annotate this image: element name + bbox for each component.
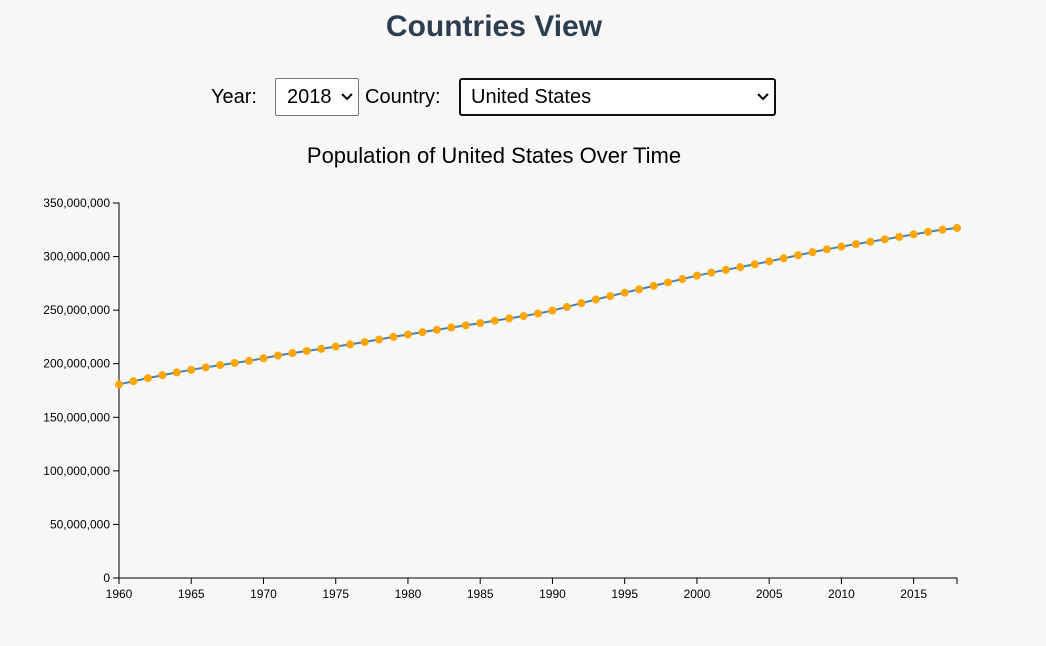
data-point bbox=[245, 356, 254, 365]
y-tick-label: 350,000,000 bbox=[43, 196, 110, 210]
data-point bbox=[620, 288, 629, 297]
data-point bbox=[331, 342, 340, 351]
x-tick-label: 1960 bbox=[106, 587, 133, 601]
data-point bbox=[707, 268, 716, 277]
data-point bbox=[273, 351, 282, 360]
y-tick-label: 250,000,000 bbox=[43, 303, 110, 317]
data-point bbox=[172, 368, 181, 377]
chevron-down-icon bbox=[756, 90, 770, 104]
controls-bar: Year: 2018 Country: United States bbox=[0, 78, 1046, 116]
x-tick-label: 2000 bbox=[684, 587, 711, 601]
country-select[interactable]: United States bbox=[459, 78, 776, 116]
data-point bbox=[880, 235, 889, 244]
data-point bbox=[216, 361, 225, 370]
page-title: Countries View bbox=[385, 10, 603, 43]
y-tick-label: 200,000,000 bbox=[43, 357, 110, 371]
data-point bbox=[765, 257, 774, 266]
data-point bbox=[418, 328, 427, 337]
y-tick-label: 50,000,000 bbox=[50, 517, 110, 531]
chart-title: Population of United States Over Time bbox=[306, 143, 682, 168]
data-point bbox=[851, 240, 860, 249]
data-point bbox=[505, 314, 514, 323]
y-axis-line bbox=[113, 202, 120, 579]
data-point bbox=[779, 254, 788, 263]
data-point bbox=[837, 242, 846, 251]
series-line bbox=[118, 226, 958, 386]
data-point bbox=[534, 309, 542, 318]
data-point bbox=[259, 354, 268, 363]
data-point bbox=[895, 232, 904, 241]
data-point bbox=[577, 299, 586, 308]
data-point bbox=[375, 335, 384, 344]
data-point bbox=[750, 260, 759, 269]
y-tick-label: 100,000,000 bbox=[43, 464, 110, 478]
data-point bbox=[447, 323, 456, 332]
data-point bbox=[476, 319, 485, 328]
data-point bbox=[794, 251, 803, 260]
x-tick-label: 2010 bbox=[828, 587, 855, 601]
data-point bbox=[548, 306, 557, 315]
x-tick-label: 2015 bbox=[900, 587, 927, 601]
country-select-value: United States bbox=[471, 85, 592, 108]
x-tick-label: 1995 bbox=[611, 587, 638, 601]
data-point bbox=[187, 365, 196, 374]
year-select[interactable]: 2018 bbox=[275, 78, 359, 116]
data-point bbox=[692, 271, 701, 280]
chevron-down-icon bbox=[340, 90, 354, 104]
data-point bbox=[736, 263, 745, 272]
data-point bbox=[953, 223, 961, 232]
data-point bbox=[389, 332, 398, 341]
data-point bbox=[938, 225, 947, 234]
data-point bbox=[360, 338, 369, 347]
data-point bbox=[519, 312, 528, 321]
data-point bbox=[808, 248, 817, 257]
data-point bbox=[664, 278, 673, 287]
data-point bbox=[288, 349, 297, 358]
data-point bbox=[822, 245, 831, 254]
data-point bbox=[562, 302, 571, 311]
y-tick-label: 150,000,000 bbox=[43, 410, 110, 424]
year-select-value: 2018 bbox=[287, 85, 332, 108]
data-point bbox=[115, 380, 123, 389]
data-point bbox=[866, 237, 875, 246]
country-label: Country: bbox=[365, 86, 441, 108]
data-point bbox=[129, 377, 138, 386]
data-point bbox=[201, 363, 210, 372]
data-point bbox=[302, 346, 311, 355]
x-tick-label: 2005 bbox=[756, 587, 783, 601]
data-point bbox=[909, 230, 918, 239]
x-tick-label: 1985 bbox=[467, 587, 494, 601]
data-point bbox=[591, 295, 600, 304]
data-point bbox=[721, 265, 730, 274]
x-tick-label: 1975 bbox=[322, 587, 349, 601]
data-point bbox=[158, 371, 167, 380]
data-point bbox=[143, 374, 152, 383]
data-point bbox=[317, 344, 326, 353]
data-point bbox=[346, 340, 355, 349]
data-point bbox=[490, 316, 499, 325]
data-point bbox=[403, 330, 412, 339]
y-tick-label: 300,000,000 bbox=[43, 250, 110, 264]
x-tick-label: 1980 bbox=[395, 587, 422, 601]
data-point bbox=[635, 285, 644, 294]
data-point bbox=[230, 358, 239, 367]
x-tick-label: 1990 bbox=[539, 587, 566, 601]
data-point bbox=[649, 281, 658, 290]
data-point bbox=[924, 227, 933, 236]
year-label: Year: bbox=[211, 86, 257, 108]
y-tick-label: 0 bbox=[103, 571, 110, 585]
data-point bbox=[432, 325, 441, 334]
data-point bbox=[606, 292, 615, 301]
data-point bbox=[461, 321, 470, 330]
x-tick-label: 1970 bbox=[250, 587, 277, 601]
x-tick-label: 1965 bbox=[178, 587, 205, 601]
x-axis-line bbox=[118, 577, 958, 584]
data-point bbox=[678, 275, 687, 284]
